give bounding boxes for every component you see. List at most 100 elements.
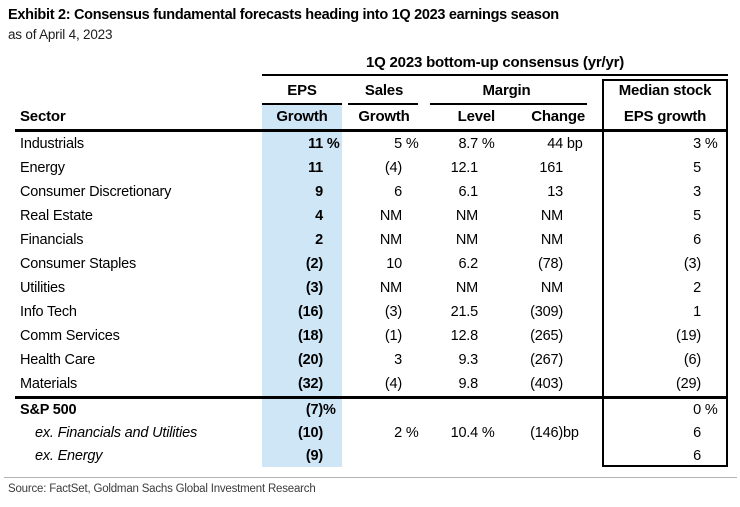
col-header-margin-change: Change	[531, 108, 585, 125]
value-cell-change: 161	[539, 160, 563, 176]
value-cell-median: 1	[693, 304, 701, 320]
sector-label: ex. Financials and Utilities	[35, 425, 198, 441]
table-span-header: 1Q 2023 bottom-up consensus (yr/yr)	[262, 52, 728, 76]
sector-label: ex. Energy	[35, 448, 103, 464]
col-group-eps: EPS	[287, 82, 317, 99]
column-gap	[593, 132, 602, 156]
table-row: Info Tech (16) (3) 21.5 (309) 1	[15, 300, 728, 324]
value-cell-level: NM	[455, 208, 478, 224]
value-cell-level: 8.7 %	[458, 136, 495, 152]
col-group-median-stock: Median stock	[618, 82, 712, 99]
value-cell-eps: (16)	[298, 304, 323, 320]
source-attribution: Source: FactSet, Goldman Sachs Global In…	[8, 483, 316, 495]
col-header-margin-level: Level	[457, 108, 496, 125]
sector-label: Energy	[20, 160, 65, 176]
sector-label: Consumer Staples	[20, 256, 137, 272]
value-cell-sales: 2 %	[394, 425, 419, 441]
table-row: S&P 500 (7)% 0 %	[15, 399, 728, 422]
eps-underline	[262, 103, 342, 105]
sales-underline	[348, 103, 418, 105]
exhibit-subtitle: as of April 4, 2023	[8, 27, 113, 42]
value-cell-median: (29)	[676, 376, 701, 392]
table-row: Comm Services (18) (1) 12.8 (265) (19)	[15, 324, 728, 348]
value-cell-eps: (32)	[298, 376, 323, 392]
summary-separator-line	[15, 396, 728, 399]
exhibit-title: Exhibit 2: Consensus fundamental forecas…	[8, 7, 559, 23]
sector-label: Comm Services	[20, 328, 120, 344]
col-header-sector: Sector	[20, 108, 66, 125]
column-gap	[593, 276, 602, 300]
column-gap	[593, 445, 602, 468]
table-row: Consumer Discretionary 9 6 6.1 13 3	[15, 180, 728, 204]
value-cell-eps: 9	[315, 184, 323, 200]
col-group-margin: Margin	[482, 82, 531, 99]
value-cell-level	[426, 399, 498, 422]
table-row: Real Estate 4 NM NM NM 5	[15, 204, 728, 228]
value-cell-median: 3 %	[693, 136, 718, 152]
value-cell-eps: 11 %	[308, 136, 340, 152]
value-cell-eps: (7)%	[305, 402, 336, 418]
value-cell-sales	[342, 445, 426, 468]
sector-rows: Industrials 11 % 5 % 8.7 % 44 bp 3 % Energy 11 (…	[15, 132, 728, 396]
margin-underline	[430, 103, 587, 105]
value-cell-eps: (10)	[298, 425, 323, 441]
value-cell-level: NM	[455, 280, 478, 296]
eps-growth-highlight-column	[262, 103, 342, 467]
column-gap	[593, 422, 602, 445]
column-gap	[593, 324, 602, 348]
value-cell-change: NM	[540, 208, 563, 224]
value-cell-level: 12.1	[450, 160, 479, 176]
value-cell-eps: 2	[315, 232, 323, 248]
value-cell-median: 6	[693, 448, 701, 464]
table-row: Utilities (3) NM NM NM 2	[15, 276, 728, 300]
value-cell-level: 9.8	[458, 376, 478, 392]
value-cell-median: 2	[693, 280, 701, 296]
table-row: Consumer Staples (2) 10 6.2 (78) (3)	[15, 252, 728, 276]
value-cell-median: (19)	[676, 328, 701, 344]
summary-rows: S&P 500 (7)% 0 % ex. Financials and Utiliti…	[15, 399, 728, 468]
column-gap	[593, 372, 602, 396]
value-cell-level	[426, 445, 498, 468]
value-cell-level: 12.8	[450, 328, 479, 344]
value-cell-sales: 10	[386, 256, 402, 272]
table-row: Health Care (20) 3 9.3 (267) (6)	[15, 348, 728, 372]
value-cell-change: 44 bp	[547, 136, 583, 152]
value-cell-change: (265)	[530, 328, 563, 344]
value-cell-level: 21.5	[450, 304, 479, 320]
value-cell-eps: (18)	[298, 328, 323, 344]
sector-label: Materials	[20, 376, 78, 392]
value-cell-sales: 5 %	[394, 136, 419, 152]
value-cell-change: (78)	[538, 256, 563, 272]
value-cell-median: 5	[693, 208, 701, 224]
value-cell-change: (403)	[530, 376, 563, 392]
sector-label: Utilities	[20, 280, 65, 296]
sector-label: Real Estate	[20, 208, 93, 224]
sector-label: S&P 500	[20, 402, 77, 418]
table-row: Industrials 11 % 5 % 8.7 % 44 bp 3 %	[15, 132, 728, 156]
value-cell-level: 10.4 %	[450, 425, 495, 441]
value-cell-median: 0 %	[693, 402, 718, 418]
value-cell-level: NM	[455, 232, 478, 248]
table-row: Energy 11 (4) 12.1 161 5	[15, 156, 728, 180]
table-row: ex. Energy (9) 6	[15, 445, 728, 468]
value-cell-median: 5	[693, 160, 701, 176]
footer-rule	[4, 477, 737, 478]
value-cell-sales: (4)	[384, 376, 402, 392]
value-cell-change: NM	[540, 280, 563, 296]
value-cell-median: 6	[693, 425, 701, 441]
column-gap	[593, 228, 602, 252]
value-cell-eps: (3)	[305, 280, 323, 296]
value-cell-change: 13	[547, 184, 563, 200]
table-row: Financials 2 NM NM NM 6	[15, 228, 728, 252]
column-gap	[593, 156, 602, 180]
sector-label: Financials	[20, 232, 84, 248]
value-cell-sales: NM	[379, 232, 402, 248]
value-cell-change: NM	[540, 232, 563, 248]
value-cell-median: 3	[693, 184, 701, 200]
value-cell-eps: 11	[308, 160, 323, 176]
sector-label: Health Care	[20, 352, 96, 368]
col-header-eps-growth: Growth	[276, 108, 328, 125]
sector-label: Info Tech	[20, 304, 77, 320]
value-cell-eps: (9)	[305, 448, 323, 464]
col-header-sales-growth: Growth	[358, 108, 410, 125]
